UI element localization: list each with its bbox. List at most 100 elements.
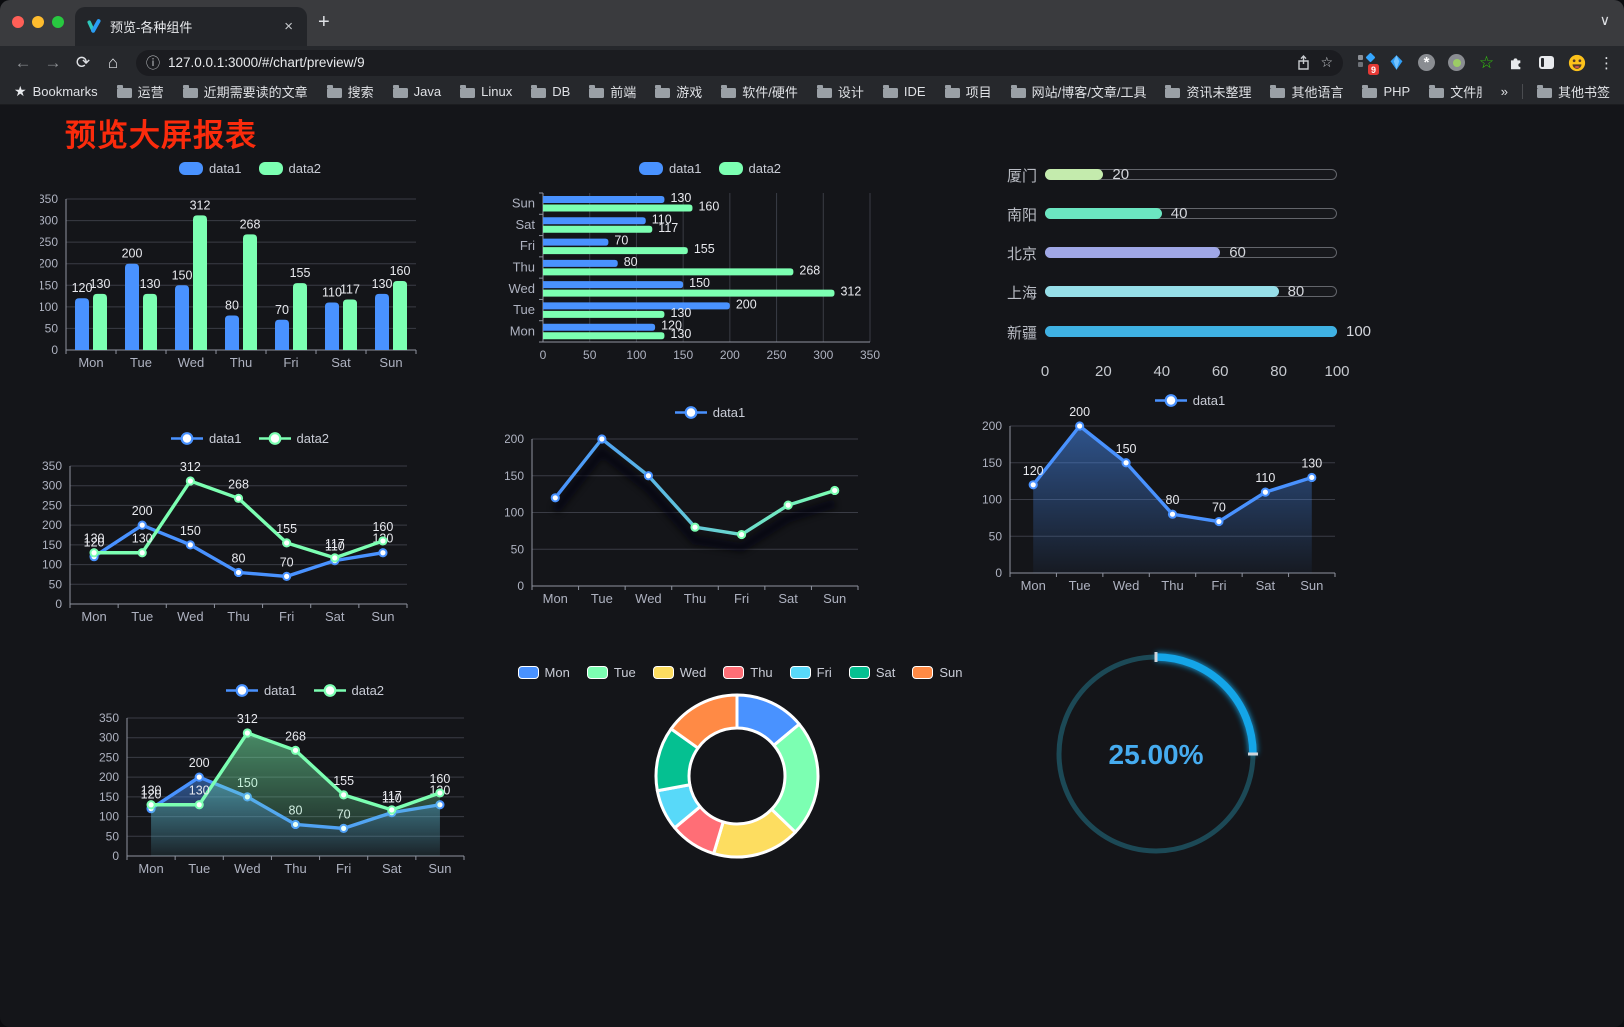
chart-canvas[interactable] xyxy=(540,641,940,901)
chart-area-single[interactable]: data1 0 50 100 150 200 Mon Tue Wed Thu Fri Sat Sun 12… xyxy=(980,391,1400,613)
browser-tab[interactable]: 预览-各种组件 × xyxy=(75,7,307,46)
legend-text: data1 xyxy=(263,683,297,698)
folder-icon xyxy=(882,84,898,98)
chart-canvas[interactable]: 0 50 100 150 200 Mon Tue Wed Thu Fri Sat Sun 120 200 1… xyxy=(980,391,1400,613)
svg-text:50: 50 xyxy=(49,577,63,591)
svg-text:150: 150 xyxy=(99,790,119,804)
chart-line-dual[interactable]: data1 data2 0 50 100 150 200 250 300 350 Mon Tue Wed… xyxy=(40,421,460,651)
chart-line-gradient[interactable]: data1 0 50 100 150 200 Mon Tue Wed Thu Fri Sat Sun xyxy=(504,395,915,623)
share-icon[interactable] xyxy=(1297,55,1310,70)
chart-canvas[interactable]: 0 50 100 150 200 250 300 350 Mon Tue Wed Thu Fri Sat S… xyxy=(95,671,515,906)
legend-item-Thu[interactable]: Thu xyxy=(723,665,773,680)
zoom-window-button[interactable] xyxy=(52,16,64,28)
svg-text:350: 350 xyxy=(40,192,58,206)
legend-swatch xyxy=(718,162,743,175)
chart-bar-horizontal[interactable]: data1 data2 0 50 100 150 200 250 300 350 Sun Sat Fri… xyxy=(500,149,920,379)
chart-donut[interactable]: Mon Tue Wed Thu Fri Sat Sun xyxy=(517,641,962,901)
bookmark-folder-item[interactable]: 近期需要读的文章 xyxy=(182,82,308,101)
legend-item-data1[interactable]: data1 xyxy=(1154,393,1225,408)
bookmark-folder-item[interactable]: 文件服务器 xyxy=(1429,82,1482,101)
bookmark-folder-item[interactable]: Linux xyxy=(460,84,512,99)
address-bar[interactable]: ⓘ 127.0.0.1:3000/#/chart/preview/9 ☆ xyxy=(136,49,1343,76)
chart-canvas[interactable]: 25.00% xyxy=(1040,645,1280,880)
svg-text:150: 150 xyxy=(42,538,62,552)
svg-text:150: 150 xyxy=(505,469,524,483)
legend-item-data1[interactable]: data1 xyxy=(674,405,745,420)
extension-star-icon[interactable]: ☆ xyxy=(1478,52,1495,72)
extension-gem-icon[interactable] xyxy=(1387,53,1406,72)
legend-item-Sat[interactable]: Sat xyxy=(848,665,895,680)
emoji-extension-icon[interactable] xyxy=(1567,53,1586,72)
chart-gauge[interactable]: 25.00% xyxy=(1040,645,1280,880)
bookmark-folder-item[interactable]: 搜索 xyxy=(326,82,374,101)
bookmark-folder-item[interactable]: 网站/博客/文章/工具 xyxy=(1010,82,1146,101)
bookmark-folder-item[interactable]: IDE xyxy=(882,84,926,99)
bookmark-folder-item[interactable]: 设计 xyxy=(816,82,864,101)
bookmark-folder-item[interactable]: 软件/硬件 xyxy=(721,82,798,101)
minimize-window-button[interactable] xyxy=(32,16,44,28)
bookmark-folder-item[interactable]: DB xyxy=(531,84,570,99)
chart-progress-bars[interactable]: 厦门 20 南阳 40 北京 60 上海 80 新疆 100 0 20 40 60 80 100 xyxy=(980,149,1390,399)
back-icon[interactable]: ← xyxy=(14,52,32,72)
legend-item-data1[interactable]: data1 xyxy=(638,161,702,176)
bookmark-folder-item[interactable]: 运营 xyxy=(116,82,164,101)
extensions-puzzle-icon[interactable] xyxy=(1507,53,1526,72)
folder-icon xyxy=(655,84,671,98)
legend-item-Fri[interactable]: Fri xyxy=(789,665,832,680)
legend-item-data2[interactable]: data2 xyxy=(313,683,384,698)
close-window-button[interactable] xyxy=(12,16,24,28)
folder-icon xyxy=(182,84,198,98)
legend-item-data2[interactable]: data2 xyxy=(258,161,321,176)
new-tab-button[interactable]: + xyxy=(318,11,330,33)
bookmarks-manager-item[interactable]: ★ Bookmarks xyxy=(14,83,98,99)
url-text[interactable]: 127.0.0.1:3000/#/chart/preview/9 xyxy=(168,55,365,70)
bookmark-folder-item[interactable]: Java xyxy=(392,84,441,99)
svg-text:150: 150 xyxy=(1116,442,1137,456)
chart-canvas[interactable]: 0 50 100 150 200 Mon Tue Wed Thu Fri Sat Sun xyxy=(504,395,915,623)
chart-area-dual[interactable]: data1 data2 0 50 100 150 200 250 300 350 Mon Tue Wed… xyxy=(95,671,515,906)
extension-grid-icon[interactable]: 9 xyxy=(1357,52,1379,75)
chart-canvas[interactable]: 0 50 100 150 200 250 300 350 Sun Sat Fri Thu Wed Tue M… xyxy=(500,149,920,379)
legend-item-data1[interactable]: data1 xyxy=(178,161,242,176)
chart-canvas[interactable]: 0 50 100 150 200 250 300 350 Mon Tue Wed Thu Fri Sat S… xyxy=(38,149,460,377)
legend-item-Mon[interactable]: Mon xyxy=(517,665,570,680)
legend-item-data2[interactable]: data2 xyxy=(718,161,781,176)
other-bookmarks-folder[interactable]: 其他书签 xyxy=(1536,82,1610,101)
svg-text:Sat: Sat xyxy=(382,861,402,876)
svg-text:Sat: Sat xyxy=(1256,578,1276,593)
svg-text:Wed: Wed xyxy=(178,355,205,370)
home-icon[interactable]: ⌂ xyxy=(107,52,119,72)
bookmark-folder-item[interactable]: 项目 xyxy=(944,82,992,101)
tab-search-chevron-icon[interactable]: ∨ xyxy=(1599,12,1610,28)
legend-item-Sun[interactable]: Sun xyxy=(912,665,962,680)
bookmarks-divider xyxy=(1521,84,1523,99)
legend-item-Tue[interactable]: Tue xyxy=(586,665,636,680)
bookmarks-overflow-chevron[interactable]: » xyxy=(1500,84,1508,99)
bookmark-folder-item[interactable]: 其他语言 xyxy=(1270,82,1343,101)
bookmark-folder-item[interactable]: PHP xyxy=(1362,84,1410,99)
bookmark-star-icon[interactable]: ☆ xyxy=(1320,54,1333,70)
bookmark-folder-item[interactable]: 前端 xyxy=(589,82,636,101)
legend-item-Wed[interactable]: Wed xyxy=(652,665,706,680)
legend-item-data1[interactable]: data1 xyxy=(225,683,297,698)
chart-bar-vertical[interactable]: data1 data2 0 50 100 150 200 250 300 350 Mon Tue Wed… xyxy=(38,149,460,377)
browser-menu-icon[interactable]: ⋮ xyxy=(1599,54,1614,72)
side-panel-icon[interactable] xyxy=(1537,53,1556,72)
extension-asterisk-icon[interactable]: * xyxy=(1417,53,1436,72)
legend-swatch xyxy=(723,666,745,679)
svg-text:Sun: Sun xyxy=(371,609,394,624)
legend-item-data1[interactable]: data1 xyxy=(170,431,242,446)
extension-record-icon[interactable] xyxy=(1447,53,1466,72)
bookmark-folder-item[interactable]: 资讯未整理 xyxy=(1165,82,1251,101)
forward-icon[interactable]: → xyxy=(44,52,62,72)
site-info-icon[interactable]: ⓘ xyxy=(146,54,160,71)
svg-text:Sat: Sat xyxy=(515,217,535,232)
tab-close-icon[interactable]: × xyxy=(284,18,293,35)
chart-canvas[interactable]: 0 50 100 150 200 250 300 350 Mon Tue Wed Thu Fri Sat S… xyxy=(40,421,460,651)
svg-text:Thu: Thu xyxy=(513,260,535,275)
reload-icon[interactable]: ⟳ xyxy=(75,52,91,72)
bookmark-folder-item[interactable]: 游戏 xyxy=(655,82,702,101)
legend-item-data2[interactable]: data2 xyxy=(258,431,329,446)
svg-text:200: 200 xyxy=(122,247,143,261)
svg-text:Thu: Thu xyxy=(227,609,249,624)
